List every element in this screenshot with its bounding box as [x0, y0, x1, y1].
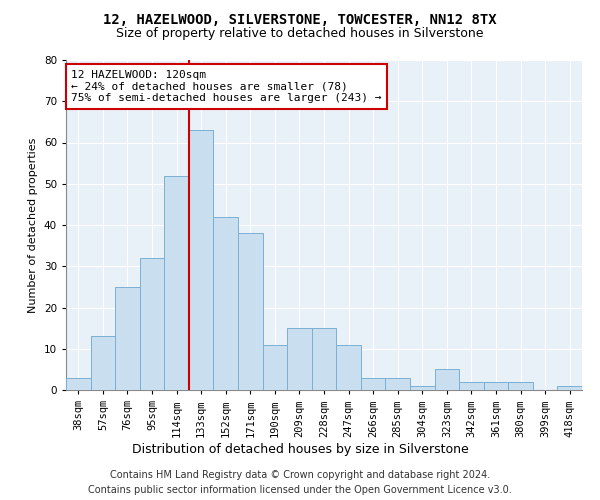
Bar: [312, 328, 336, 390]
Bar: [164, 176, 189, 390]
Y-axis label: Number of detached properties: Number of detached properties: [28, 138, 38, 312]
Bar: [434, 370, 459, 390]
Bar: [410, 386, 434, 390]
Bar: [557, 386, 582, 390]
Bar: [385, 378, 410, 390]
Bar: [214, 217, 238, 390]
Text: Size of property relative to detached houses in Silverstone: Size of property relative to detached ho…: [116, 28, 484, 40]
Bar: [115, 287, 140, 390]
Text: Contains HM Land Registry data © Crown copyright and database right 2024.: Contains HM Land Registry data © Crown c…: [110, 470, 490, 480]
Bar: [91, 336, 115, 390]
Bar: [189, 130, 214, 390]
Bar: [263, 344, 287, 390]
Bar: [459, 382, 484, 390]
Text: 12 HAZELWOOD: 120sqm
← 24% of detached houses are smaller (78)
75% of semi-detac: 12 HAZELWOOD: 120sqm ← 24% of detached h…: [71, 70, 382, 103]
Bar: [361, 378, 385, 390]
Bar: [508, 382, 533, 390]
Text: Distribution of detached houses by size in Silverstone: Distribution of detached houses by size …: [131, 442, 469, 456]
Text: Contains public sector information licensed under the Open Government Licence v3: Contains public sector information licen…: [88, 485, 512, 495]
Bar: [287, 328, 312, 390]
Bar: [484, 382, 508, 390]
Bar: [238, 233, 263, 390]
Text: 12, HAZELWOOD, SILVERSTONE, TOWCESTER, NN12 8TX: 12, HAZELWOOD, SILVERSTONE, TOWCESTER, N…: [103, 12, 497, 26]
Bar: [66, 378, 91, 390]
Bar: [336, 344, 361, 390]
Bar: [140, 258, 164, 390]
